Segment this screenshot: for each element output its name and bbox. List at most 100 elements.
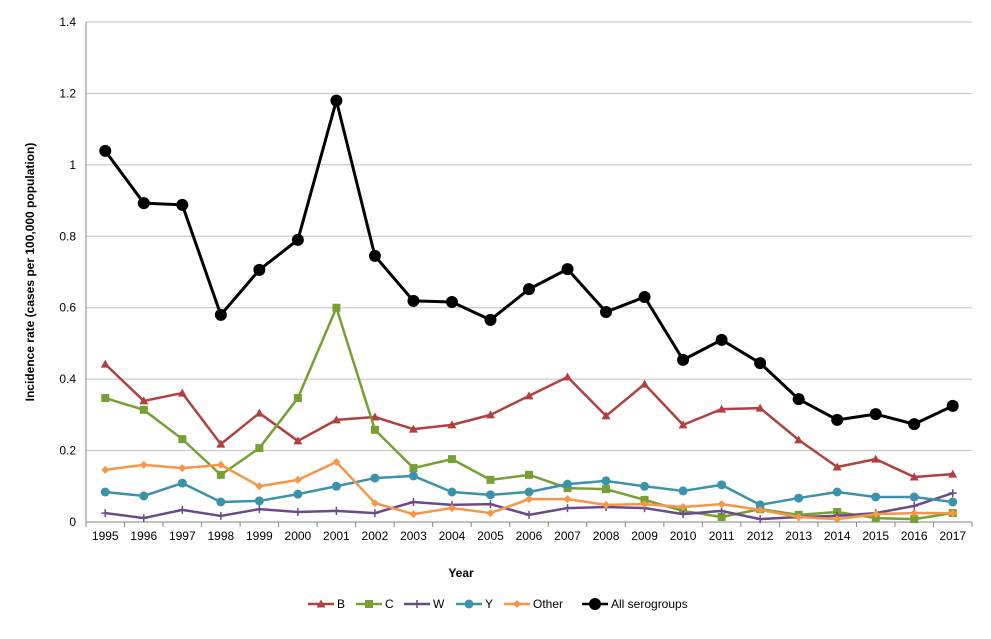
data-point-c xyxy=(332,303,341,312)
data-point-all-serogroups xyxy=(638,291,651,303)
data-point-y xyxy=(717,480,727,490)
data-point-other xyxy=(370,499,379,508)
data-point-all-serogroups xyxy=(831,413,844,426)
data-point-y xyxy=(832,487,842,497)
data-point-b xyxy=(563,372,573,381)
data-point-all-serogroups xyxy=(253,263,266,276)
x-tick-label: 2007 xyxy=(554,529,581,543)
data-point-y xyxy=(139,491,149,501)
x-tick-label: 2010 xyxy=(670,529,697,543)
data-point-y xyxy=(563,479,573,489)
y-tick-label: 1.2 xyxy=(59,86,76,100)
x-tick-label: 1996 xyxy=(130,529,157,543)
y-tick-label: 0.4 xyxy=(59,372,76,386)
data-point-all-serogroups xyxy=(869,408,882,421)
data-point-b xyxy=(331,415,341,424)
data-point-all-serogroups xyxy=(600,306,613,318)
data-point-all-serogroups xyxy=(715,333,728,346)
data-point-all-serogroups xyxy=(754,357,767,370)
data-point-w xyxy=(910,501,919,510)
data-point-y xyxy=(794,493,804,503)
data-point-c xyxy=(293,394,302,403)
x-tick-label: 2014 xyxy=(824,529,851,543)
data-point-b xyxy=(909,472,919,481)
x-tick-label: 2002 xyxy=(362,529,389,543)
data-point-y xyxy=(254,496,264,506)
data-point-w xyxy=(293,508,302,516)
y-tick-label: 1.4 xyxy=(59,15,76,29)
y-tick-label: 0 xyxy=(69,515,76,529)
data-point-c xyxy=(216,470,225,479)
data-point-w xyxy=(370,509,379,518)
data-point-y xyxy=(524,487,534,497)
data-point-w xyxy=(178,505,187,514)
data-point-y xyxy=(100,487,110,497)
data-point-y xyxy=(216,497,226,507)
legend-item-w: W xyxy=(404,597,445,611)
data-point-all-serogroups xyxy=(445,296,458,308)
data-point-b xyxy=(370,412,380,421)
legend-item-b: B xyxy=(308,597,345,611)
data-point-y xyxy=(678,486,688,496)
x-tick-label: 2015 xyxy=(862,529,889,543)
x-axis-ticks: 1995 1996 1997 1998 1999 2000 2001 2002 2003 2004… xyxy=(85,522,973,543)
legend-marker-y xyxy=(464,599,474,609)
data-point-all-serogroups xyxy=(291,233,304,246)
data-point-y xyxy=(293,489,303,499)
data-point-other xyxy=(139,460,148,469)
data-point-other xyxy=(447,504,456,513)
data-point-all-serogroups xyxy=(908,418,921,431)
x-tick-label: 2003 xyxy=(400,529,427,543)
data-point-c xyxy=(255,444,264,453)
data-point-b xyxy=(100,359,110,368)
legend-item-all-serogroups: All serogroups xyxy=(582,597,688,611)
legend: B C W Y Other All serogroups xyxy=(308,597,688,611)
data-point-all-serogroups xyxy=(484,313,497,326)
data-point-c xyxy=(910,515,919,524)
x-tick-label: 2006 xyxy=(516,529,543,543)
data-point-b xyxy=(678,420,688,429)
x-tick-label: 2004 xyxy=(439,529,466,543)
data-point-y xyxy=(755,500,765,510)
data-point-other xyxy=(717,500,726,509)
data-point-w xyxy=(101,509,110,518)
data-point-c xyxy=(447,455,456,464)
data-point-w xyxy=(255,505,264,514)
x-tick-label: 2000 xyxy=(285,529,312,543)
series-b xyxy=(100,359,958,481)
y-tick-label: 0.6 xyxy=(59,301,76,315)
series-other xyxy=(101,458,957,524)
data-point-w xyxy=(756,515,765,524)
data-point-other xyxy=(948,509,957,518)
data-point-b xyxy=(601,411,611,420)
x-tick-label: 2009 xyxy=(631,529,658,543)
data-point-y xyxy=(871,492,881,502)
data-point-other xyxy=(910,509,919,518)
data-point-c xyxy=(602,485,611,494)
data-point-w xyxy=(332,506,341,515)
data-point-y xyxy=(447,487,457,497)
y-tick-label: 0.8 xyxy=(59,229,76,243)
data-point-other xyxy=(332,458,341,466)
gridlines xyxy=(85,21,972,523)
data-point-y xyxy=(485,490,495,500)
data-point-b xyxy=(293,436,303,445)
data-point-b xyxy=(948,469,958,478)
data-point-c xyxy=(525,470,533,479)
legend-label-y: Y xyxy=(485,597,493,611)
legend-item-other: Other xyxy=(504,597,563,611)
data-point-all-serogroups xyxy=(214,308,227,321)
data-point-other xyxy=(409,510,418,519)
legend-marker-other xyxy=(513,600,521,608)
data-point-b xyxy=(832,462,842,471)
data-point-b xyxy=(485,410,495,419)
data-point-y xyxy=(370,473,380,483)
data-point-w xyxy=(717,506,726,515)
data-point-other xyxy=(216,460,225,469)
data-point-all-serogroups xyxy=(368,249,381,262)
legend-marker-all-serogroups xyxy=(589,598,601,610)
data-point-w xyxy=(409,498,418,506)
x-tick-label: 1995 xyxy=(92,529,119,543)
data-point-all-serogroups xyxy=(137,197,150,210)
